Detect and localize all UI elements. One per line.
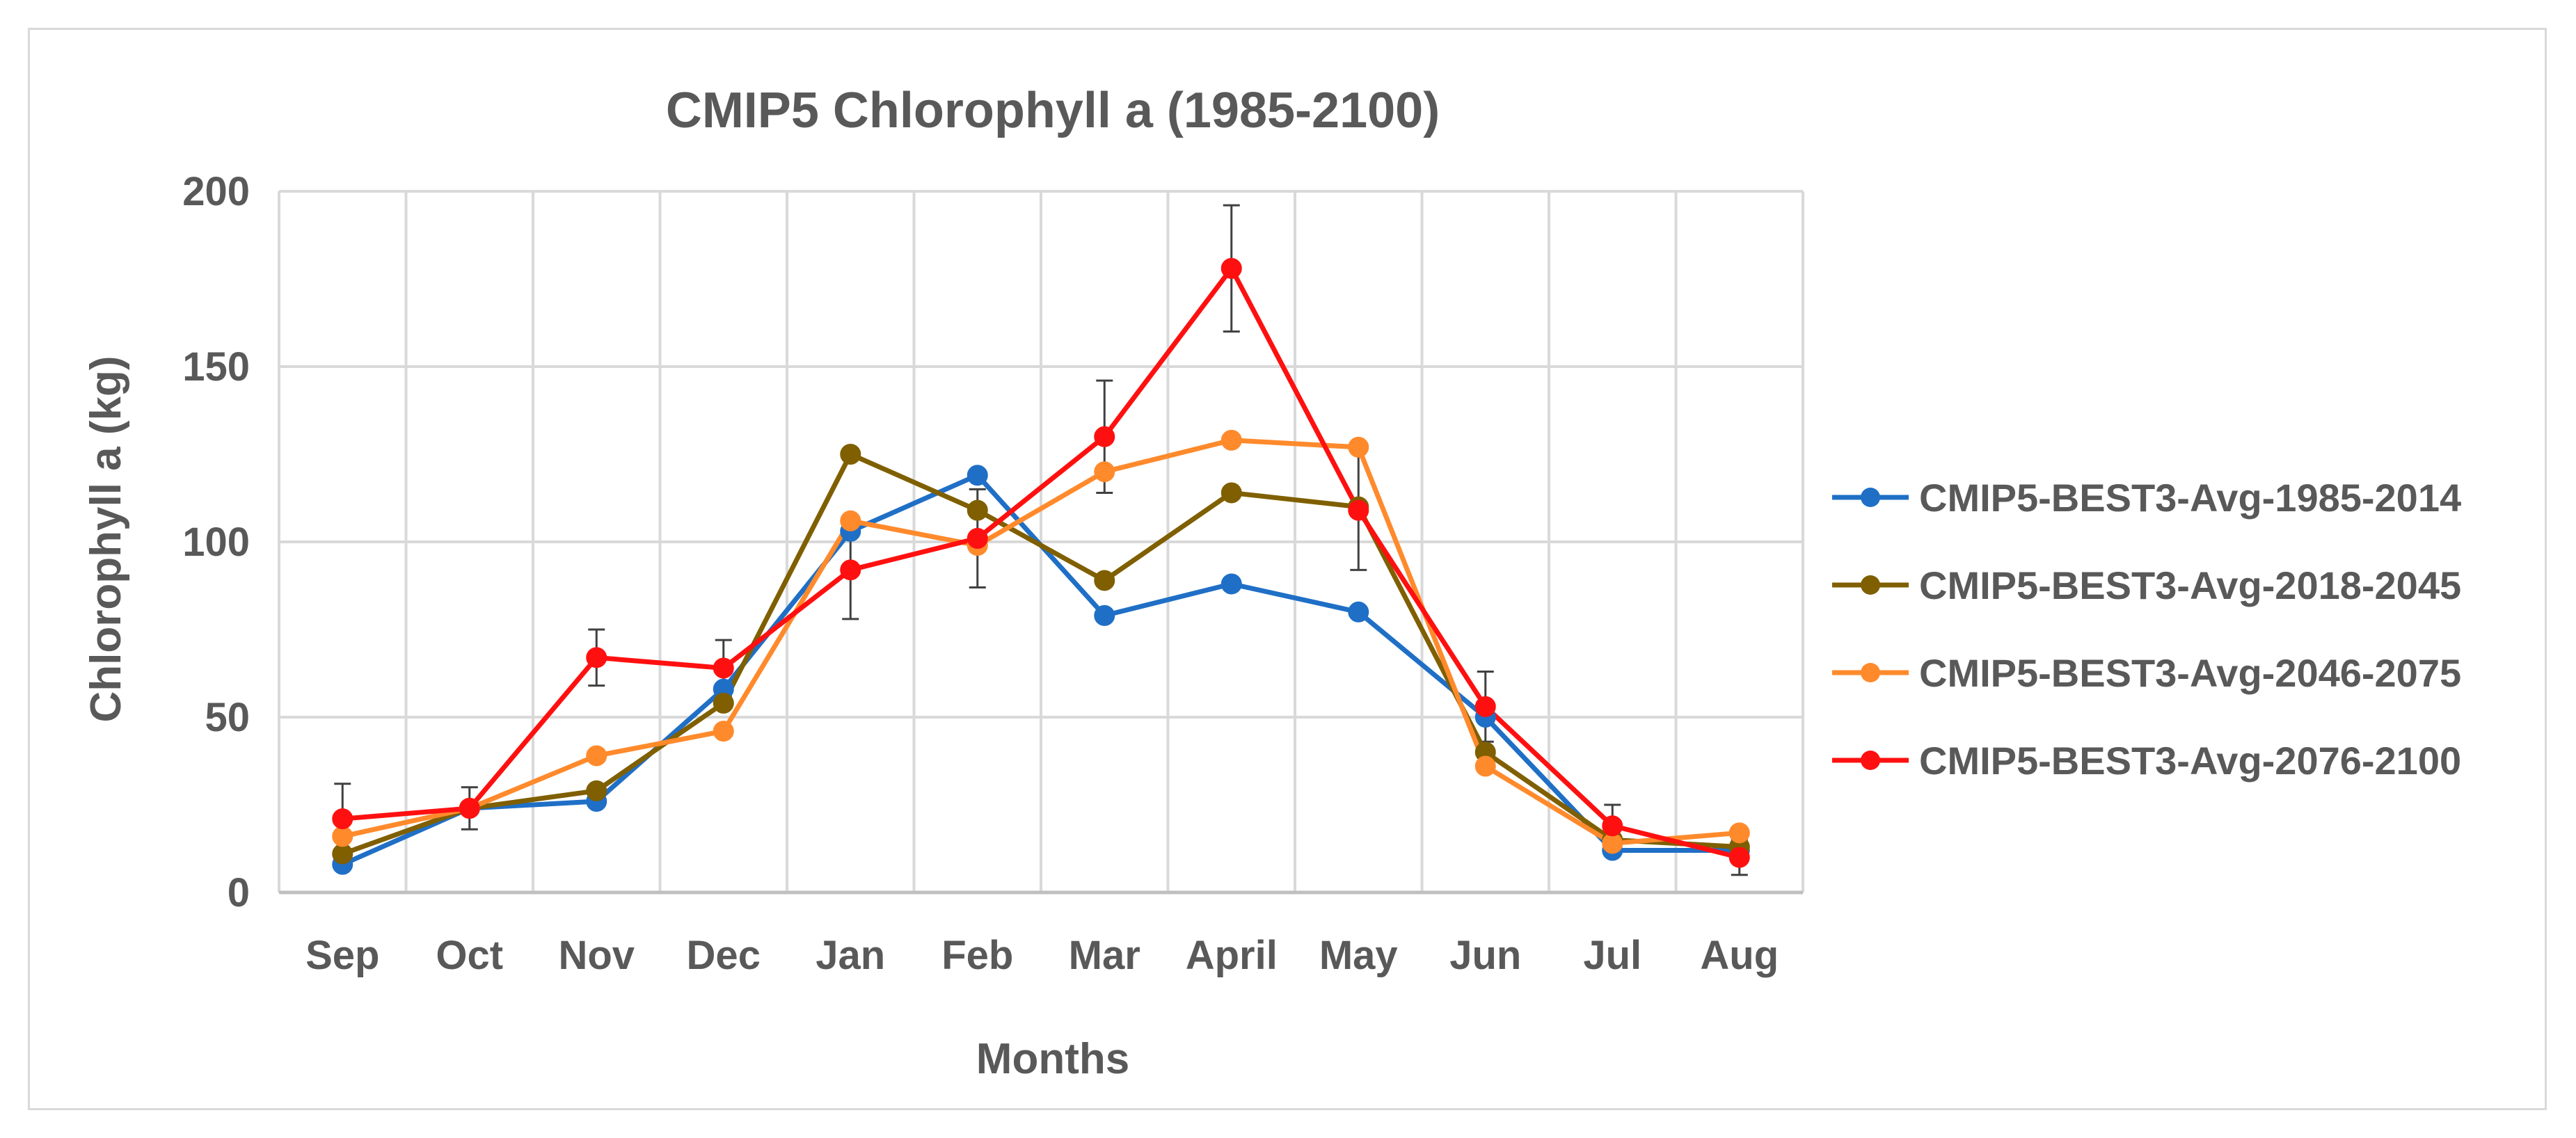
x-tick-label: Sep [305, 933, 379, 978]
data-point [1348, 601, 1369, 623]
data-point [586, 647, 607, 668]
data-point [840, 559, 861, 581]
data-point [586, 745, 607, 767]
data-point [1348, 436, 1369, 458]
series-lines [341, 266, 1740, 867]
x-tick-labels: Sep Oct Nov Dec Jan Feb Mar April May Jun Jul Aug [305, 933, 1779, 978]
data-point [840, 510, 861, 531]
y-tick-label: 50 [205, 695, 250, 740]
data-point [713, 721, 734, 742]
x-tick-label: May [1319, 933, 1398, 978]
data-point [332, 843, 353, 865]
data-point [1602, 833, 1623, 854]
x-tick-label: Feb [941, 933, 1013, 978]
data-point [1221, 429, 1242, 451]
data-point [713, 692, 734, 714]
chart-title: CMIP5 Chlorophyll a (1985-2100) [666, 83, 1440, 138]
data-point [840, 444, 861, 465]
legend: CMIP5-BEST3-Avg-1985-2014 CMIP5-BEST3-Avg… [1832, 476, 2461, 783]
data-point [1221, 482, 1242, 504]
legend-swatch-marker [1861, 751, 1880, 770]
series-line-2 [342, 451, 1740, 856]
legend-swatch-marker [1861, 575, 1880, 595]
x-tick-label: Jul [1583, 933, 1641, 978]
y-tick-label: 100 [182, 520, 250, 565]
legend-label: CMIP5-BEST3-Avg-2076-2100 [1919, 739, 2461, 783]
data-point [1348, 499, 1369, 521]
y-tick-label: 0 [228, 870, 250, 915]
y-tick-label: 150 [182, 344, 250, 390]
x-tick-label: April [1186, 933, 1278, 978]
data-point [1221, 573, 1242, 595]
legend-item: CMIP5-BEST3-Avg-2046-2075 [1832, 651, 2461, 695]
data-point [967, 499, 988, 521]
data-point [332, 826, 353, 847]
data-point [1094, 604, 1115, 626]
y-axis-title: Chlorophyll a (kg) [82, 356, 130, 723]
legend-swatch-marker [1861, 488, 1880, 507]
data-point [967, 465, 988, 486]
data-point [586, 780, 607, 801]
legend-item: CMIP5-BEST3-Avg-2076-2100 [1832, 739, 2461, 783]
x-axis-title: Months [976, 1035, 1129, 1083]
series-line-3 [342, 438, 1740, 846]
x-tick-label: Aug [1700, 933, 1779, 978]
legend-item: CMIP5-BEST3-Avg-1985-2014 [1832, 476, 2461, 520]
chart-frame: CMIP5 Chlorophyll a (1985-2100) 0 50 100 15… [28, 28, 2547, 1110]
data-point [1474, 755, 1496, 777]
data-point [1094, 570, 1115, 591]
data-point [1728, 847, 1750, 868]
legend-label: CMIP5-BEST3-Avg-2046-2075 [1919, 651, 2461, 695]
data-point [713, 657, 734, 679]
data-point [459, 798, 480, 819]
data-point [1094, 461, 1115, 483]
x-tick-label: Dec [687, 933, 761, 978]
y-tick-label: 200 [182, 169, 250, 214]
x-tick-label: Jun [1449, 933, 1521, 978]
chart-svg: CMIP5 Chlorophyll a (1985-2100) 0 50 100 15… [82, 83, 2461, 1083]
data-point [1602, 815, 1623, 837]
x-tick-label: Oct [436, 933, 503, 978]
x-tick-label: Jan [816, 933, 885, 978]
grid-layer [278, 190, 1804, 892]
legend-swatch-marker [1861, 663, 1880, 682]
x-tick-label: Mar [1069, 933, 1140, 978]
y-tick-labels: 0 50 100 150 200 [182, 169, 250, 915]
data-point [1728, 822, 1750, 844]
legend-label: CMIP5-BEST3-Avg-1985-2014 [1919, 476, 2461, 520]
legend-label: CMIP5-BEST3-Avg-2018-2045 [1919, 563, 2461, 607]
legend-item: CMIP5-BEST3-Avg-2018-2045 [1832, 563, 2461, 607]
x-tick-label: Nov [558, 933, 635, 978]
data-point [1474, 696, 1496, 717]
series-markers [332, 257, 1750, 875]
data-point [1221, 257, 1242, 279]
data-point [332, 808, 353, 830]
data-point [1094, 426, 1115, 447]
series-line-4 [342, 266, 1740, 860]
data-point [967, 527, 988, 549]
